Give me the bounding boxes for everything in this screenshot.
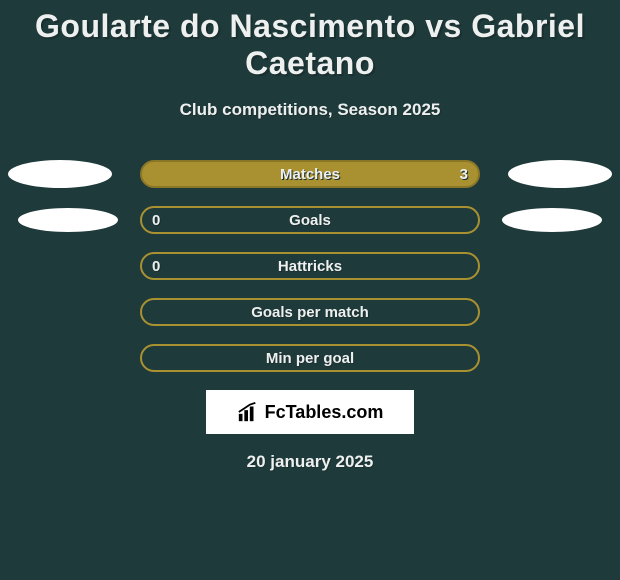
stat-row-gpm: Goals per match [0, 298, 620, 326]
infographic-container: Goularte do Nascimento vs Gabriel Caetan… [0, 0, 620, 580]
stat-bar: Min per goal [140, 344, 480, 372]
logo-text: FcTables.com [265, 402, 384, 423]
stat-row-mpg: Min per goal [0, 344, 620, 372]
stat-bar: Goals per match [140, 298, 480, 326]
stat-row-matches: Matches 3 [0, 160, 620, 188]
right-ellipse [502, 208, 602, 232]
stat-label: Hattricks [278, 258, 342, 275]
stat-row-hattricks: 0 Hattricks [0, 252, 620, 280]
stat-label: Goals [289, 212, 331, 229]
stat-bar: 0 Hattricks [140, 252, 480, 280]
subtitle: Club competitions, Season 2025 [0, 100, 620, 120]
stat-bar: 0 Goals [140, 206, 480, 234]
chart-icon [237, 401, 259, 423]
page-title: Goularte do Nascimento vs Gabriel Caetan… [0, 8, 620, 82]
right-ellipse [508, 160, 612, 188]
stat-row-goals: 0 Goals [0, 206, 620, 234]
stat-label: Matches [280, 166, 340, 183]
stat-bar: Matches 3 [140, 160, 480, 188]
stat-label: Goals per match [251, 304, 369, 321]
stats-rows: Matches 3 0 Goals 0 Hattricks [0, 160, 620, 372]
date-text: 20 january 2025 [0, 452, 620, 472]
left-ellipse [18, 208, 118, 232]
stat-left-value: 0 [152, 212, 160, 229]
stat-label: Min per goal [266, 350, 354, 367]
left-ellipse [8, 160, 112, 188]
stat-left-value: 0 [152, 258, 160, 275]
stat-right-value: 3 [460, 166, 468, 183]
logo-box: FcTables.com [206, 390, 414, 434]
